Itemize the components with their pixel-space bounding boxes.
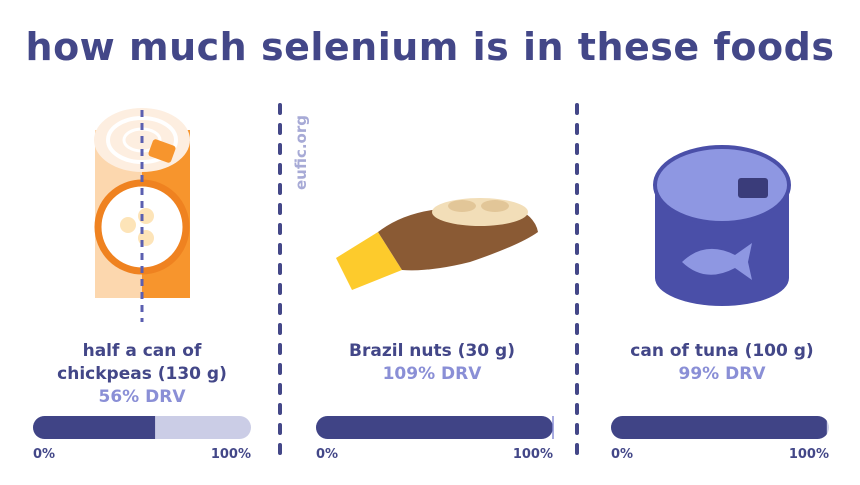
item-label: can of tuna (100 g) xyxy=(630,341,813,361)
tick-label: 0% xyxy=(316,447,338,462)
bar xyxy=(316,416,553,439)
item-label: half a can of xyxy=(83,341,202,361)
tick-label: 0% xyxy=(33,447,55,462)
item-label: Brazil nuts (30 g) xyxy=(349,341,515,361)
tick-label: 100% xyxy=(211,447,251,462)
drv-label: 56% DRV xyxy=(99,387,187,407)
tick-label: 100% xyxy=(789,447,829,462)
items: half a can of chickpeas (130 g) 56% DRV 0% 1… xyxy=(33,341,829,462)
drv-label: 99% DRV xyxy=(679,364,767,384)
tuna-can xyxy=(653,145,791,306)
source: eufic.org xyxy=(292,115,310,190)
bar xyxy=(33,416,156,439)
chickpea-can xyxy=(94,108,190,322)
item-label: chickpeas (130 g) xyxy=(57,364,227,384)
bar xyxy=(611,416,827,439)
hand-with-nuts xyxy=(336,198,538,290)
tick-label: 0% xyxy=(611,447,633,462)
title: how much selenium is in these foods xyxy=(26,25,835,69)
tick-label: 100% xyxy=(513,447,553,462)
drv-label: 109% DRV xyxy=(383,364,483,384)
